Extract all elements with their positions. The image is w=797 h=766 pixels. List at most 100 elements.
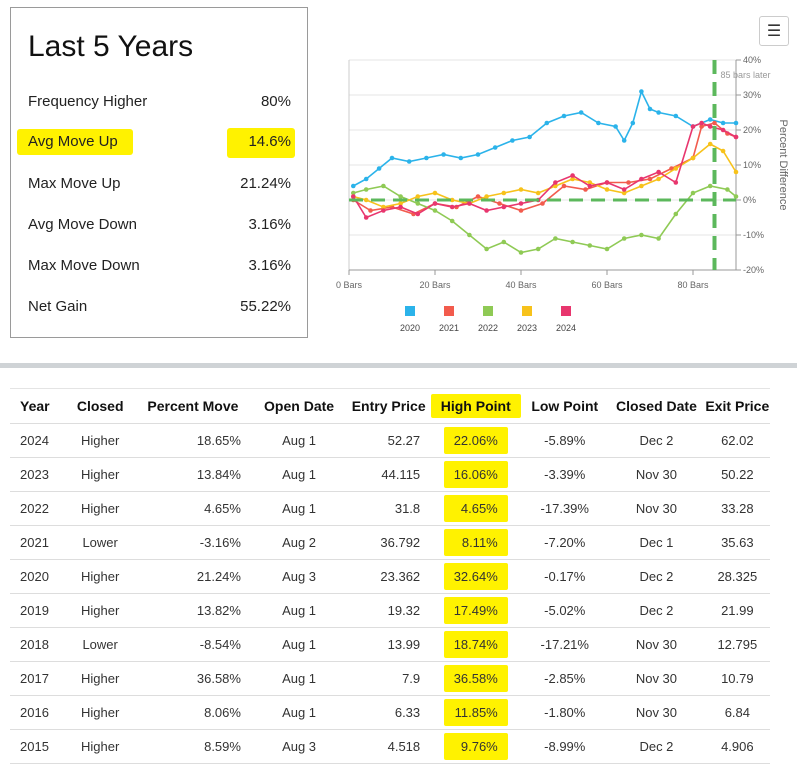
cell-low-point: -17.39% [521,491,609,526]
cell-low-point: -0.17% [521,559,609,594]
series-point-2020 [561,113,567,119]
series-point-2022 [501,239,507,245]
series-point-2022 [351,190,356,196]
series-point-2024 [587,183,593,189]
cell-open-date: Aug 1 [250,627,348,662]
results-table: Year Closed Percent Move Open Date Entry… [10,388,770,764]
cell-low-point: -7.20% [521,525,609,560]
table-row: 2023 Higher 13.84% Aug 1 44.115 16.06% -3.39% N… [10,457,770,492]
series-point-2020 [389,155,395,161]
series-point-2020 [733,120,739,126]
series-point-2024 [381,208,386,213]
cell-high-point: 16.06% [430,457,522,492]
cell-closed: Higher [65,729,135,764]
y-tick-label: 10% [743,160,761,170]
table-row: 2019 Higher 13.82% Aug 1 19.32 17.49% -5.02% De… [10,593,770,628]
series-point-2023 [570,176,575,182]
series-point-2022 [535,246,541,252]
cell-entry-price: 23.362 [347,559,431,594]
table-row: 2016 Higher 8.06% Aug 1 6.33 11.85% -1.80% Nov … [10,695,770,730]
y-tick-label: 0% [743,195,756,205]
highlight-mark: 36.58% [443,665,508,692]
cell-closed-date: Dec 2 [608,729,705,764]
cell-exit-price: 4.906 [704,729,770,764]
stat-value: 14.6% [248,133,291,150]
series-point-2022 [570,239,575,245]
cell-exit-price: 62.02 [704,423,770,458]
series-point-2023 [449,197,455,203]
y-tick-label: -10% [743,230,764,240]
cell-closed-date: Nov 30 [608,457,705,492]
hamburger-menu-icon[interactable]: ☰ [759,16,789,46]
series-point-2023 [535,190,541,196]
series-point-2020 [630,120,636,126]
cell-closed-date: Nov 30 [608,661,705,696]
cell-exit-price: 33.28 [704,491,770,526]
legend-label-2023: 2023 [517,323,537,333]
cell-high-point: 4.65% [430,491,522,526]
stat-label: Avg Move Up [28,133,118,150]
highlight-mark: 22.06% [443,427,508,454]
stat-row-max-move-up: Max Move Up 21.24% [11,172,307,198]
cell-entry-price: 31.8 [347,491,431,526]
highlight-mark: 32.64% [443,563,508,590]
cell-year: 2020 [10,559,66,594]
series-point-2023 [432,190,438,196]
cell-year: 2022 [10,491,66,526]
cell-closed-date: Nov 30 [608,695,705,730]
cell-year: 2023 [10,457,66,492]
cell-open-date: Aug 1 [250,593,348,628]
series-point-2022 [733,194,739,199]
series-point-2020 [424,155,429,161]
legend-label-2020: 2020 [400,323,420,333]
column-header-year: Year [10,388,66,424]
stats-title: Last 5 Years [28,30,194,63]
legend-swatch-2024 [561,306,571,316]
series-point-2023 [415,194,421,199]
cell-open-date: Aug 1 [250,695,348,730]
series-point-2021 [475,194,481,199]
series-point-2022 [518,250,524,255]
cell-year: 2017 [10,661,66,696]
cell-high-point: 9.76% [430,729,522,764]
cell-closed: Higher [65,695,135,730]
series-point-2024 [467,201,472,206]
cell-year: 2019 [10,593,66,628]
series-point-2021 [712,120,717,126]
cell-low-point: -17.21% [521,627,609,662]
column-header-low-point: Low Point [521,388,609,424]
cell-open-date: Aug 2 [250,525,348,560]
column-header-high-point: High Point [430,388,522,424]
legend-label-2022: 2022 [478,323,498,333]
column-header-entry-price: Entry Price [347,388,431,424]
cell-year: 2016 [10,695,66,730]
y-axis-title: Percent Difference [777,120,789,211]
stat-value: 55.22% [240,298,291,315]
cell-exit-price: 12.795 [704,627,770,662]
series-line-2022 [353,185,737,254]
cell-closed: Higher [65,491,135,526]
cell-low-point: -1.80% [521,695,609,730]
legend-swatch-2022 [483,306,493,316]
cell-closed-date: Dec 2 [608,593,705,628]
series-point-2024 [604,180,610,185]
cell-percent-move: 13.82% [134,593,251,628]
series-point-2022 [656,236,661,241]
highlight-mark: 9.76% [443,733,508,760]
series-point-2020 [673,113,679,119]
cell-percent-move: 13.84% [134,457,251,492]
stat-label: Max Move Down [28,257,140,274]
column-header-closed-date: Closed Date [608,388,705,424]
series-point-2020 [492,145,498,150]
table-row: 2022 Higher 4.65% Aug 1 31.8 4.65% -17.39% Nov … [10,491,770,526]
cell-year: 2021 [10,525,66,560]
table-row: 2017 Higher 36.58% Aug 1 7.9 36.58% -2.85% Nov … [10,661,770,696]
series-point-2024 [639,176,644,182]
series-point-2021 [699,124,704,129]
cell-closed-date: Dec 2 [608,423,705,458]
series-point-2024 [398,204,403,210]
highlight-mark: 16.06% [443,461,508,488]
column-header-closed: Closed [65,388,135,424]
series-point-2020 [406,159,412,164]
cell-percent-move: -8.54% [134,627,251,662]
